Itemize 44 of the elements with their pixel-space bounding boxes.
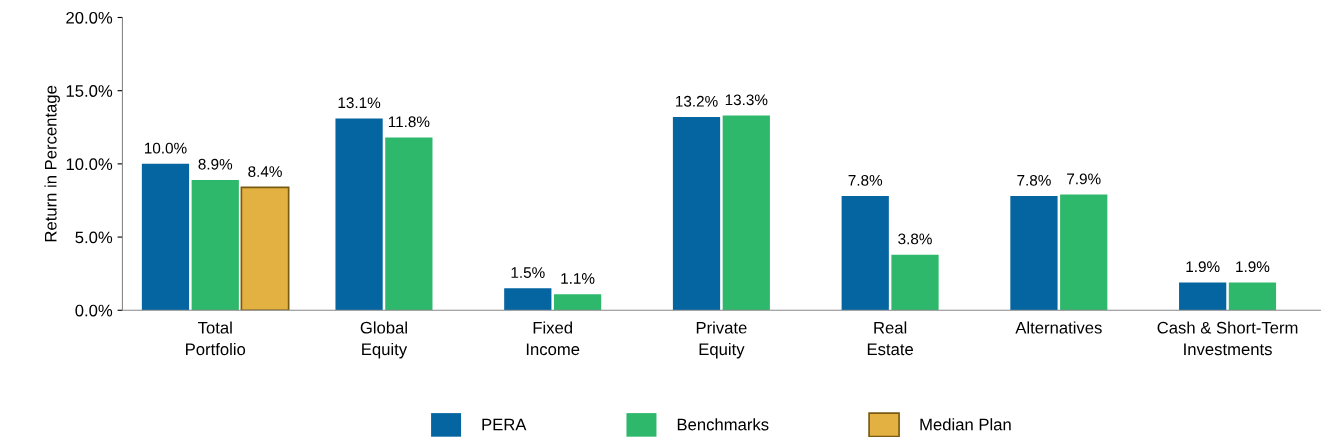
data-label: 13.3%: [725, 94, 768, 106]
data-label: 1.9%: [1236, 261, 1270, 273]
x-tick-label: Cash & Short-Term Investments: [1157, 321, 1298, 356]
legend-label: Median Plan: [920, 418, 1011, 431]
bar: [553, 294, 602, 311]
x-tick-label: Global Equity: [360, 321, 408, 359]
data-label: 8.4%: [248, 166, 282, 177]
data-label: 7.8%: [1017, 174, 1051, 186]
x-tick-label: Real Estate: [867, 321, 914, 356]
bar: [1060, 194, 1108, 311]
bar: [672, 117, 721, 311]
bar: [722, 115, 770, 311]
x-tick-label: Fixed Income: [526, 321, 580, 356]
x-tick-label: Alternatives: [1015, 321, 1102, 334]
data-label: 3.8%: [898, 233, 932, 245]
data-label: 10.0%: [144, 142, 187, 154]
bar: [385, 137, 433, 311]
x-tick-label: Total Portfolio: [186, 321, 246, 356]
y-tick-label: 0.0%: [75, 304, 113, 317]
data-label: 1.5%: [511, 267, 545, 278]
data-label: 1.9%: [1186, 261, 1220, 273]
legend-label: Benchmarks: [677, 418, 769, 431]
x-tick-label: Private Equity: [696, 321, 747, 359]
data-label: 13.1%: [338, 97, 381, 109]
data-label: 1.1%: [561, 273, 595, 284]
bar: [891, 254, 939, 311]
bar: [1179, 282, 1227, 311]
bar: [1010, 196, 1058, 311]
legend-label: PERA: [482, 418, 527, 431]
data-label: 7.9%: [1067, 173, 1101, 185]
y-tick-label: 5.0%: [75, 231, 113, 244]
y-tick-label: 20.0%: [66, 11, 113, 24]
data-label: 13.2%: [676, 95, 718, 107]
y-tick-label: 10.0%: [66, 158, 113, 171]
bar: [1228, 282, 1277, 311]
bar: [240, 186, 290, 311]
y-axis-title: Return in Percentage: [44, 85, 60, 242]
bar: [841, 196, 889, 311]
data-label: 8.9%: [198, 158, 233, 170]
data-label: 7.8%: [848, 174, 883, 186]
y-tick-label: 15.0%: [66, 85, 113, 97]
bar: [335, 118, 383, 311]
data-label: 11.8%: [388, 116, 430, 128]
bar: [504, 288, 552, 311]
